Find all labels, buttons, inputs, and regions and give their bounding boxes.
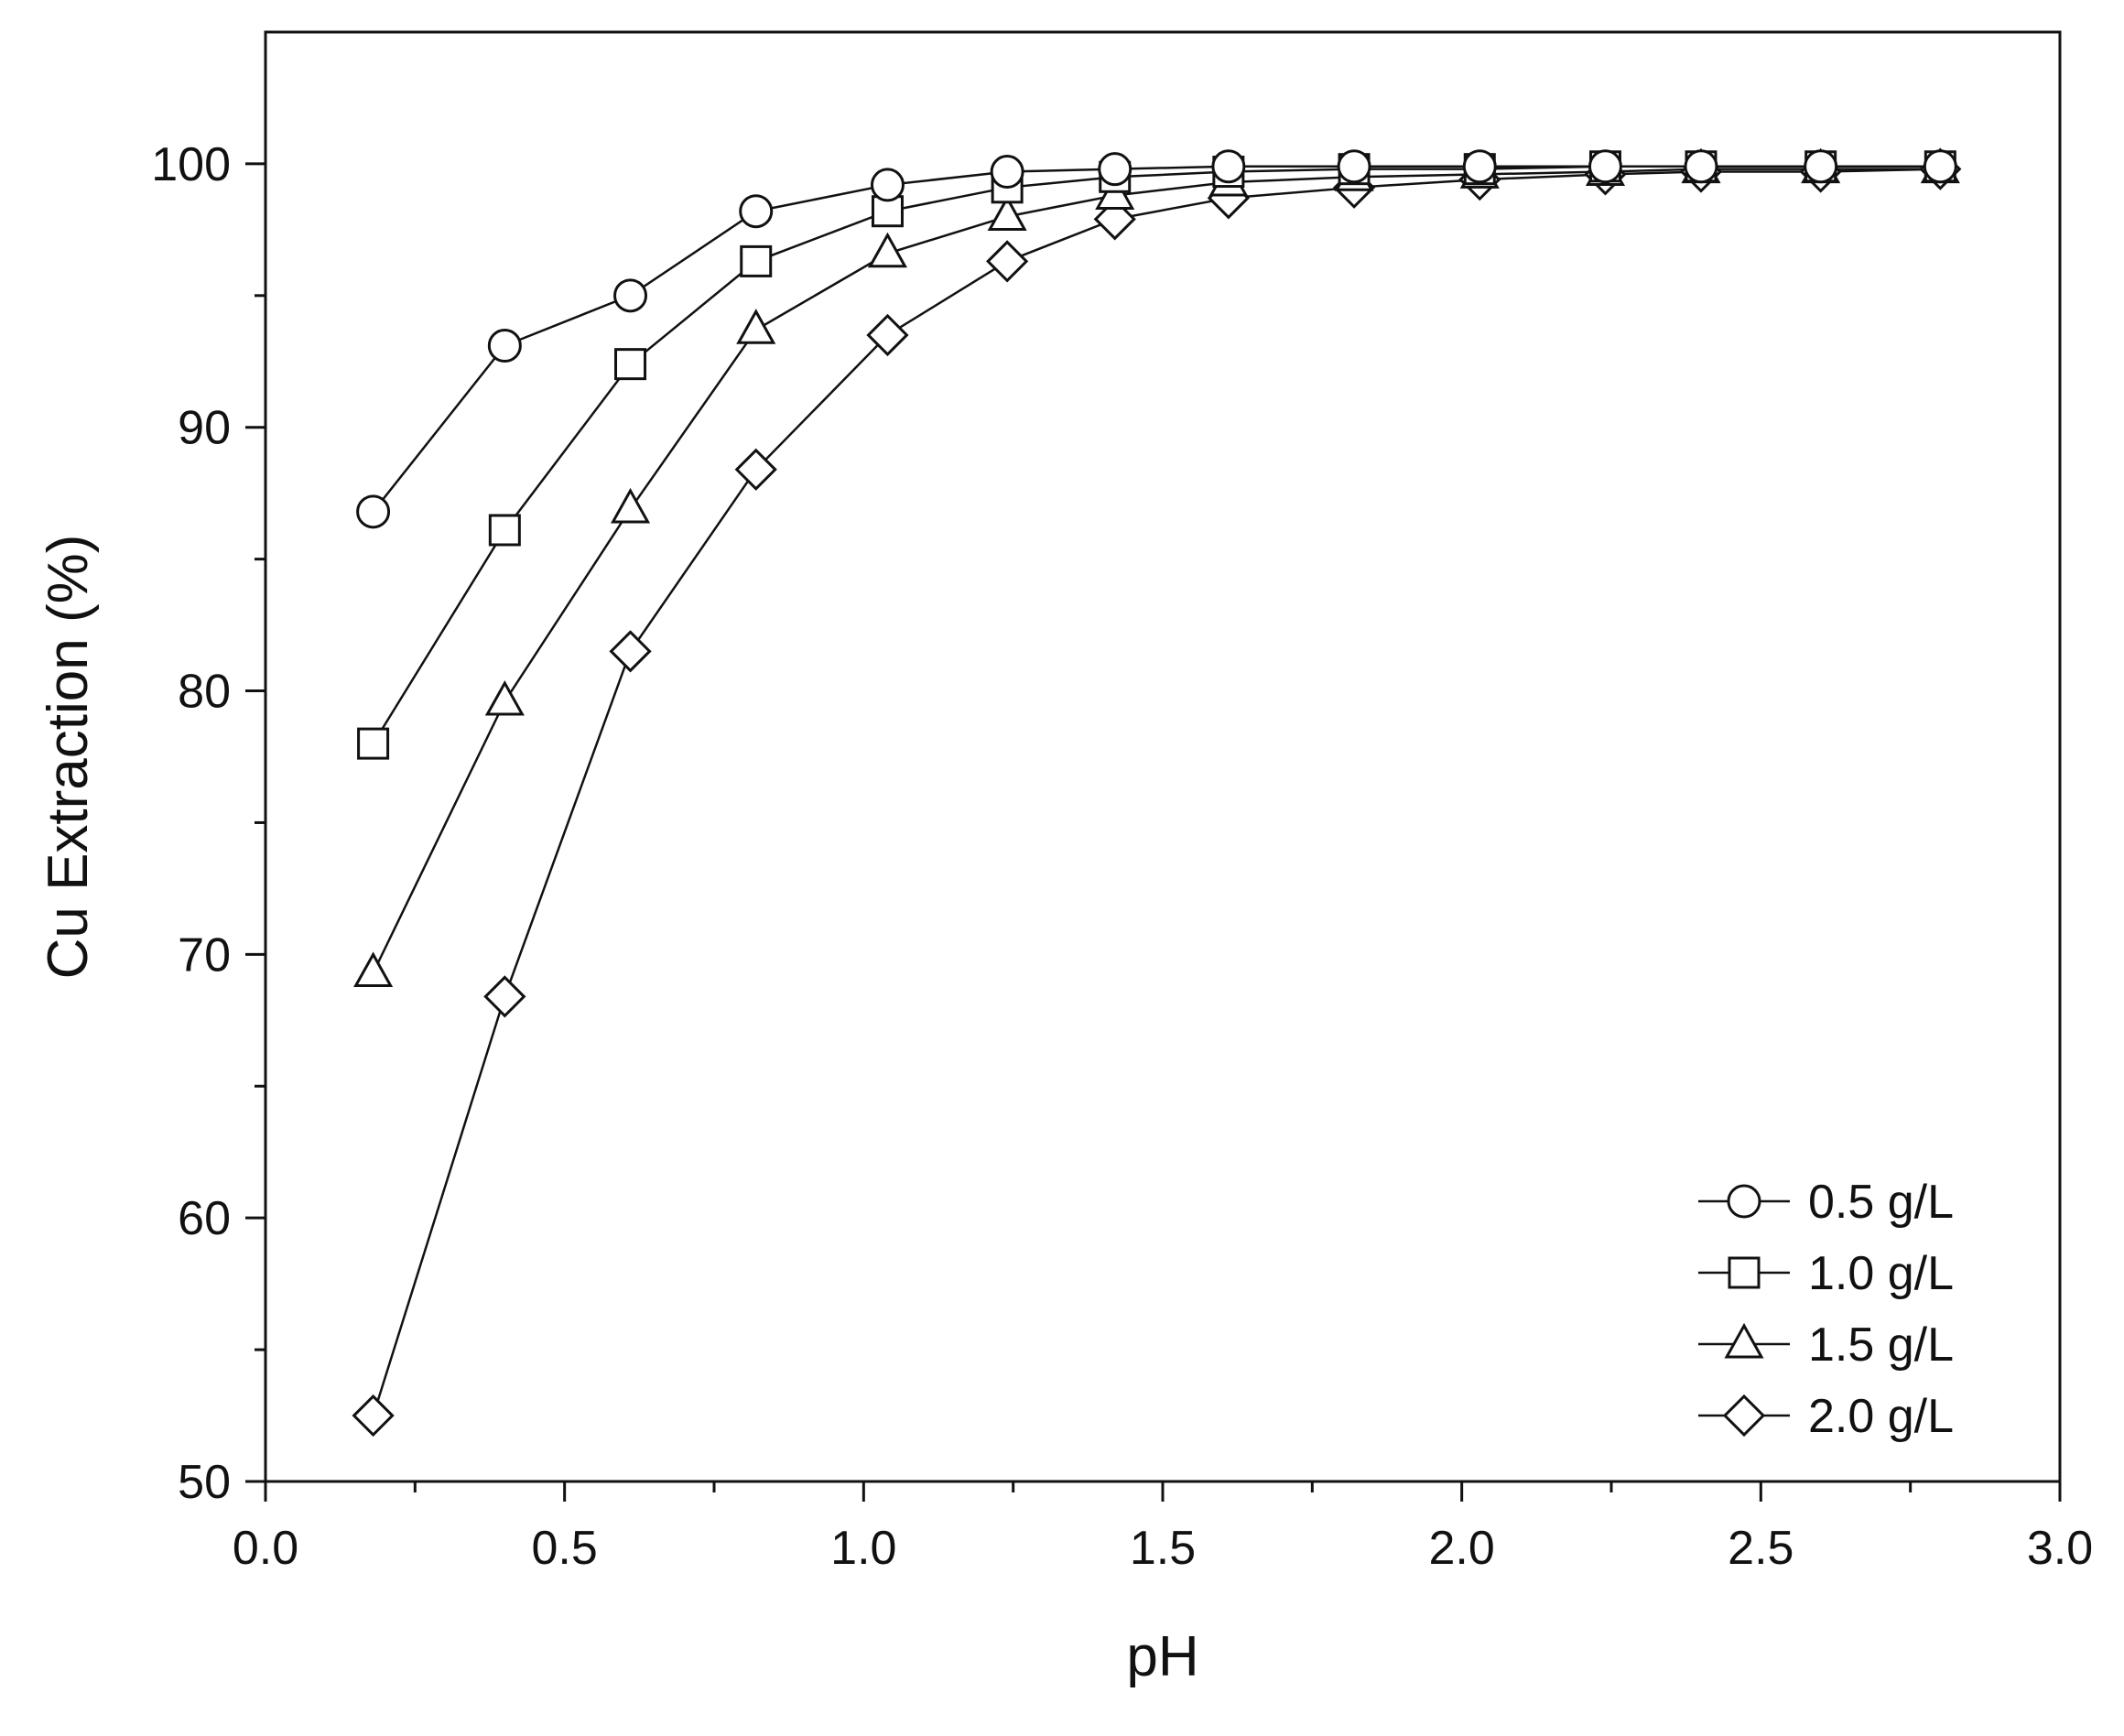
data-point-circle <box>1211 149 1246 184</box>
data-point-circle <box>990 155 1024 190</box>
data-point-square <box>488 514 521 547</box>
data-point-circle <box>870 168 905 202</box>
legend-label: 1.0 g/L <box>1808 1247 1954 1300</box>
series-group <box>352 147 1962 1438</box>
legend: 0.5 g/L 1.0 g/L 1.5 g/L 2.0 g/L <box>1698 1176 1954 1443</box>
legend-label: 0.5 g/L <box>1808 1176 1954 1229</box>
x-axis-title: pH <box>1126 1625 1198 1688</box>
data-point-square <box>357 727 390 760</box>
data-point-diamond <box>986 240 1029 283</box>
y-tick-label: 80 <box>178 666 231 719</box>
y-tick-label: 100 <box>151 138 231 191</box>
data-point-triangle <box>867 232 908 268</box>
data-point-square <box>740 244 773 277</box>
data-point-triangle <box>610 487 651 524</box>
data-point-triangle <box>736 309 776 344</box>
x-tick-label: 3.0 <box>2027 1522 2093 1575</box>
x-tick-label: 2.5 <box>1728 1522 1793 1575</box>
x-tick-label: 0.5 <box>532 1522 598 1575</box>
data-point-circle <box>356 494 391 529</box>
data-point-circle <box>1923 149 1957 184</box>
data-point-circle <box>1337 149 1371 184</box>
x-tick-label: 2.0 <box>1429 1522 1495 1575</box>
x-tick-label: 1.5 <box>1130 1522 1196 1575</box>
y-tick-label: 90 <box>178 402 231 455</box>
data-point-circle <box>1804 149 1838 184</box>
axes: 0.0 0.5 1.0 1.5 2.0 2.5 3.0 50 60 70 80 90 100 <box>151 30 2093 1575</box>
data-point-triangle <box>987 195 1027 231</box>
x-tick-label: 0.0 <box>233 1522 298 1575</box>
y-axis-title: Cu Extraction (%) <box>37 535 100 980</box>
data-point-diamond <box>483 975 526 1018</box>
legend-marker-square <box>1728 1256 1761 1289</box>
data-point-diamond <box>609 630 652 673</box>
y-tick-label: 50 <box>178 1456 231 1509</box>
data-point-diamond <box>866 313 909 357</box>
data-point-diamond <box>352 1394 395 1438</box>
y-tick-label: 70 <box>178 928 231 982</box>
data-point-circle <box>487 329 522 363</box>
y-tick-label: 60 <box>178 1192 231 1245</box>
legend-marker-triangle <box>1724 1322 1764 1359</box>
data-point-square <box>614 348 647 381</box>
legend-marker-diamond <box>1722 1394 1766 1438</box>
data-point-triangle <box>353 951 394 988</box>
legend-label: 1.5 g/L <box>1808 1318 1954 1372</box>
data-point-circle <box>739 194 774 229</box>
data-point-circle <box>1098 152 1132 187</box>
x-tick-label: 1.0 <box>830 1522 896 1575</box>
data-point-triangle <box>484 679 525 716</box>
legend-label: 2.0 g/L <box>1808 1390 1954 1443</box>
data-point-diamond <box>734 448 777 491</box>
data-point-circle <box>1462 149 1497 184</box>
data-point-circle <box>613 278 648 313</box>
legend-marker-circle <box>1727 1184 1761 1219</box>
data-point-circle <box>1588 149 1622 184</box>
data-point-circle <box>1684 149 1718 184</box>
